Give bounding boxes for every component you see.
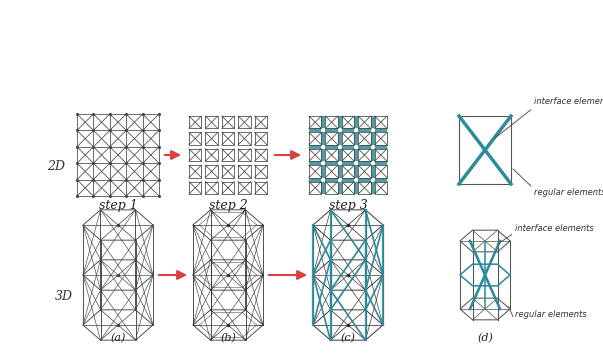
Polygon shape bbox=[342, 178, 354, 182]
Text: 2D: 2D bbox=[47, 160, 65, 173]
Polygon shape bbox=[342, 161, 354, 165]
Text: 3D: 3D bbox=[55, 290, 73, 303]
Polygon shape bbox=[338, 116, 342, 129]
Text: interface elements: interface elements bbox=[515, 224, 594, 233]
Polygon shape bbox=[374, 161, 387, 165]
Polygon shape bbox=[342, 145, 354, 149]
Polygon shape bbox=[354, 149, 358, 161]
Polygon shape bbox=[321, 165, 326, 178]
Polygon shape bbox=[374, 129, 387, 132]
Polygon shape bbox=[309, 129, 321, 132]
Polygon shape bbox=[354, 165, 358, 178]
Polygon shape bbox=[338, 165, 342, 178]
Polygon shape bbox=[326, 161, 338, 165]
Polygon shape bbox=[321, 116, 326, 129]
Polygon shape bbox=[358, 161, 371, 165]
Text: (a): (a) bbox=[110, 333, 125, 343]
Text: (b): (b) bbox=[220, 333, 236, 343]
Text: regular elements: regular elements bbox=[515, 310, 587, 319]
Polygon shape bbox=[321, 182, 326, 194]
Polygon shape bbox=[309, 178, 321, 182]
Polygon shape bbox=[358, 145, 371, 149]
Polygon shape bbox=[371, 116, 374, 129]
Polygon shape bbox=[354, 132, 358, 145]
Polygon shape bbox=[326, 145, 338, 149]
Polygon shape bbox=[374, 145, 387, 149]
Polygon shape bbox=[321, 132, 326, 145]
Polygon shape bbox=[358, 178, 371, 182]
Polygon shape bbox=[321, 149, 326, 161]
Polygon shape bbox=[338, 149, 342, 161]
Polygon shape bbox=[371, 149, 374, 161]
Polygon shape bbox=[374, 178, 387, 182]
Polygon shape bbox=[326, 178, 338, 182]
Polygon shape bbox=[371, 165, 374, 178]
Polygon shape bbox=[309, 145, 321, 149]
Text: interface elements: interface elements bbox=[534, 97, 603, 106]
Polygon shape bbox=[338, 182, 342, 194]
Polygon shape bbox=[326, 129, 338, 132]
Polygon shape bbox=[354, 116, 358, 129]
Polygon shape bbox=[342, 129, 354, 132]
Polygon shape bbox=[358, 129, 371, 132]
Polygon shape bbox=[338, 132, 342, 145]
Text: (d): (d) bbox=[477, 333, 493, 343]
Polygon shape bbox=[371, 182, 374, 194]
Text: step 3: step 3 bbox=[329, 199, 367, 212]
Polygon shape bbox=[309, 161, 321, 165]
Text: (c): (c) bbox=[341, 333, 356, 343]
Polygon shape bbox=[354, 182, 358, 194]
Text: step 1: step 1 bbox=[99, 199, 137, 212]
Text: step 2: step 2 bbox=[209, 199, 247, 212]
Text: regular elements: regular elements bbox=[534, 188, 603, 197]
Polygon shape bbox=[371, 132, 374, 145]
